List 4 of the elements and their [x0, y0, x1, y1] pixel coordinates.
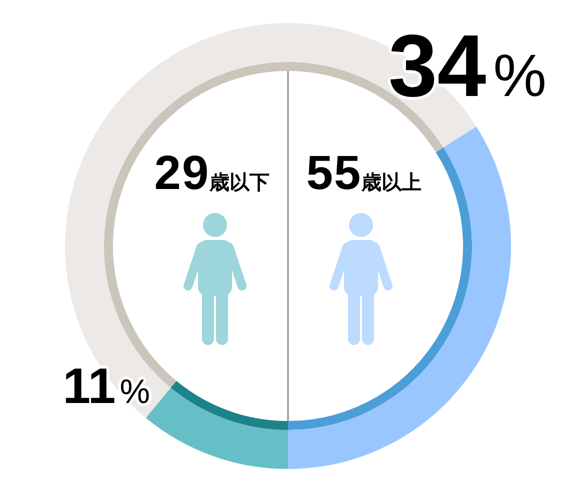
data-label: 34%: [388, 16, 546, 115]
text: 29歳以下: [154, 147, 270, 200]
text: 55歳以上: [306, 147, 422, 200]
data-label: 11%: [62, 358, 150, 414]
